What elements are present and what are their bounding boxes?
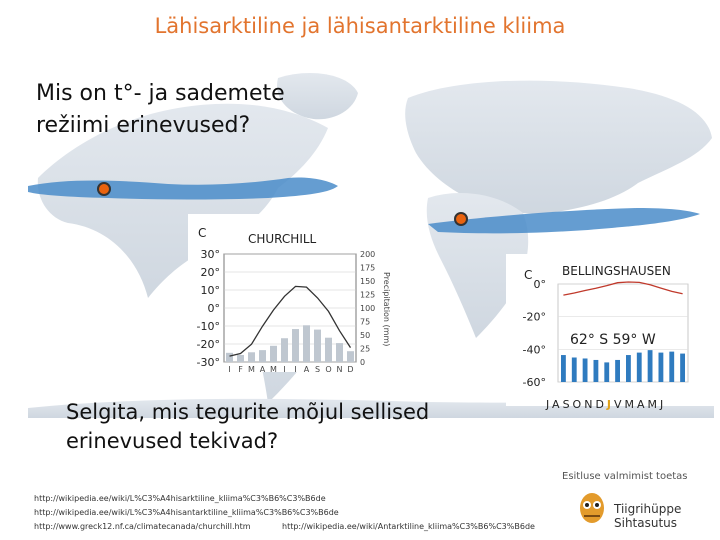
churchill-precip-tick: 200 xyxy=(360,250,375,259)
bellingshausen-precip-bar xyxy=(561,355,566,382)
source-link-3[interactable]: http://www.greck12.nf.ca/climatecanada/c… xyxy=(34,522,251,531)
bellingshausen-precip-bar xyxy=(593,359,599,382)
bellingshausen-month-axis: JASONDJVMAMJ xyxy=(546,398,666,411)
bellingshausen-plot: 0° -20° -40° -60° xyxy=(523,278,689,389)
churchill-precip-bar xyxy=(237,354,244,362)
landmass-eurasia xyxy=(405,80,712,214)
bellingshausen-precip-bar xyxy=(582,358,588,382)
bellingshausen-unit: C xyxy=(524,268,533,282)
sponsor-org: Tiigrihüppe Sihtasutus xyxy=(614,502,682,530)
churchill-month-tick: M xyxy=(248,365,255,372)
source-link-2[interactable]: http://wikipedia.ee/wiki/L%C3%A4hisantar… xyxy=(34,508,339,517)
churchill-temp-tick: 0° xyxy=(208,302,221,315)
churchill-precip-tick: 75 xyxy=(360,318,370,327)
churchill-precip-bar xyxy=(325,337,332,362)
churchill-precip-tick: 0 xyxy=(360,358,365,367)
churchill-temp-line xyxy=(229,285,352,357)
bellingshausen-plot-frame xyxy=(557,283,689,383)
bellingshausen-temp-tick: -20° xyxy=(523,311,546,324)
churchill-month-tick: D xyxy=(347,365,353,372)
churchill-precip-tick: 125 xyxy=(360,291,375,300)
churchill-month-tick: J xyxy=(227,365,230,372)
churchill-month-tick: O xyxy=(325,365,331,372)
bellingshausen-precip-bar xyxy=(658,352,664,382)
churchill-precip-bar xyxy=(259,350,266,362)
bellingshausen-precip-bar xyxy=(669,351,675,382)
question-text: Mis on t°- ja sademete režiimi erinevuse… xyxy=(36,78,285,142)
bellingshausen-temp-tick: 0° xyxy=(534,278,547,291)
churchill-temp-tick: -10° xyxy=(197,320,220,333)
prompt-text: Selgita, mis tegurite mõjul sellised eri… xyxy=(66,398,429,456)
churchill-month-tick: M xyxy=(270,365,277,372)
source-link-1[interactable]: http://wikipedia.ee/wiki/L%C3%A4hisarkti… xyxy=(34,494,326,503)
churchill-precip-tick: 25 xyxy=(360,345,370,354)
churchill-precip-bar xyxy=(248,352,255,362)
churchill-month-tick: F xyxy=(238,365,243,372)
churchill-temp-tick: 10° xyxy=(201,284,221,297)
bellingshausen-temp-tick: -60° xyxy=(523,376,546,389)
churchill-month-tick: J xyxy=(282,365,285,372)
bellingshausen-station-name: BELLINGSHAUSEN xyxy=(562,264,671,278)
world-map xyxy=(28,73,714,418)
bellingshausen-marker xyxy=(454,212,468,226)
question-line-1: Mis on t°- ja sademete xyxy=(36,81,285,106)
bellingshausen-temp-line xyxy=(563,281,683,296)
churchill-month-tick: A xyxy=(304,365,310,372)
churchill-temp-tick: -30° xyxy=(197,356,220,369)
churchill-precip-tick: 50 xyxy=(360,331,370,340)
subantarctic-band xyxy=(428,208,700,234)
source-link-4[interactable]: http://wikipedia.ee/wiki/Antarktiline_kl… xyxy=(282,522,535,531)
churchill-month-tick: A xyxy=(260,365,266,372)
churchill-precip-bar xyxy=(336,343,343,362)
churchill-precip-bar xyxy=(314,329,321,362)
bellingshausen-temp-tick: -40° xyxy=(523,343,546,356)
churchill-temp-tick: 30° xyxy=(201,248,221,261)
sponsor-text: Esitluse valmimist toetas xyxy=(562,471,688,482)
prompt-line-1: Selgita, mis tegurite mõjul sellised xyxy=(66,400,430,424)
churchill-plot: 30° 20° 10° 0° -10° -20° -30° 200 175 150 125 100 75… xyxy=(197,248,391,372)
churchill-month-tick: S xyxy=(315,365,320,372)
bellingshausen-precip-bar xyxy=(626,355,631,382)
churchill-precip-tick: 150 xyxy=(360,277,375,286)
churchill-marker xyxy=(97,182,111,196)
churchill-climate-chart: C CHURCHILL 30° 20° 10° 0° -10° -20° -30° 200 17… xyxy=(188,214,393,372)
landmass-north-america xyxy=(37,103,328,298)
churchill-temp-tick: 20° xyxy=(201,266,221,279)
churchill-precip-bar xyxy=(303,325,310,362)
churchill-precip-bar xyxy=(347,351,354,362)
slide-title: Lähisarktiline ja lähisantarktiline klii… xyxy=(154,14,566,38)
churchill-unit: C xyxy=(198,226,207,240)
bellingshausen-precip-bar xyxy=(615,359,620,382)
months-highlight: J xyxy=(606,398,615,411)
bellingshausen-precip-bar xyxy=(647,350,653,382)
churchill-month-tick: J xyxy=(293,365,296,372)
tiger-logo-icon xyxy=(580,493,604,523)
churchill-precip-tick: 175 xyxy=(360,264,375,273)
bellingshausen-precip-bar xyxy=(571,357,577,382)
churchill-precip-axis-label: Precipitation (mm) xyxy=(382,272,391,346)
landmass-greenland xyxy=(277,73,358,120)
churchill-precip-bar xyxy=(270,345,277,362)
months-after: VMAMJ xyxy=(614,398,667,411)
question-line-2: režiimi erinevused? xyxy=(36,113,251,138)
bellingshausen-precip-bar xyxy=(636,352,642,382)
churchill-temp-tick: -20° xyxy=(197,338,220,351)
churchill-station-name: CHURCHILL xyxy=(248,232,317,246)
bellingshausen-coordinates: 62° S 59° W xyxy=(570,332,656,348)
churchill-precip-bar xyxy=(226,352,233,362)
bellingshausen-climate-chart: C BELLINGSHAUSEN 0° -20° -40° -60° xyxy=(506,254,716,406)
bellingshausen-precip-bar xyxy=(680,353,685,382)
churchill-precip-bar xyxy=(281,338,288,362)
bellingshausen-precip-bar xyxy=(604,362,610,382)
churchill-precip-bar xyxy=(292,329,299,362)
churchill-precip-tick: 100 xyxy=(360,304,375,313)
prompt-line-2: erinevused tekivad? xyxy=(66,429,279,453)
months-before: JASOND xyxy=(546,398,607,411)
churchill-month-tick: N xyxy=(337,365,343,372)
